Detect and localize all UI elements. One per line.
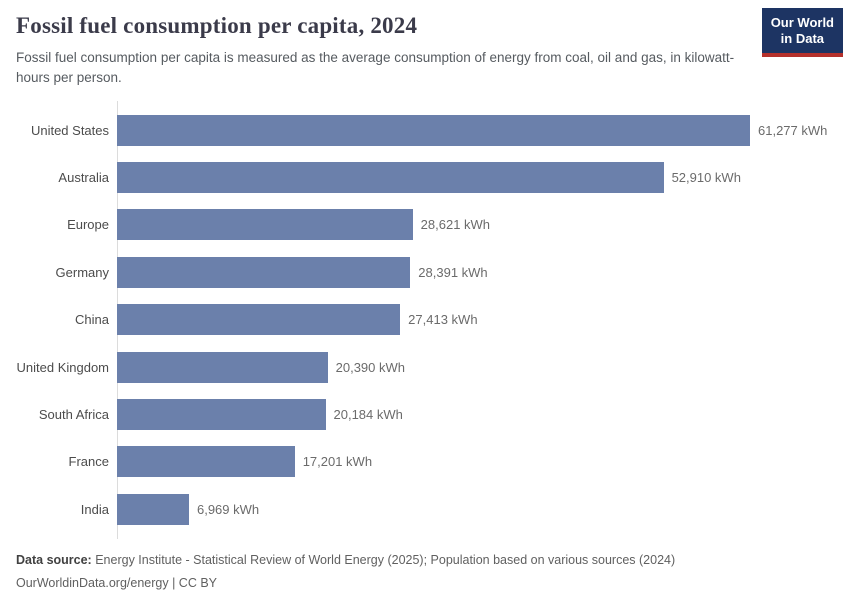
chart-row: United Kingdom 20,390 kWh <box>0 343 850 390</box>
bar-area: 28,391 kWh <box>117 256 850 288</box>
chart-row: Australia 52,910 kWh <box>0 154 850 201</box>
value-label: 61,277 kWh <box>758 122 828 138</box>
bar[interactable] <box>117 351 328 383</box>
chart-header: Fossil fuel consumption per capita, 2024… <box>0 0 850 89</box>
bar[interactable] <box>117 114 750 146</box>
value-label: 6,969 kWh <box>196 501 260 517</box>
bar-area: 6,969 kWh <box>117 493 850 525</box>
category-label: United States <box>30 122 109 138</box>
bar[interactable] <box>117 304 401 336</box>
value-label: 28,621 kWh <box>420 217 491 233</box>
value-label: 20,184 kWh <box>333 407 403 423</box>
value-label: 27,413 kWh <box>408 312 478 328</box>
license-link[interactable]: OurWorldinData.org/energy | CC BY <box>16 576 218 591</box>
source-text: Energy Institute - Statistical Review of… <box>91 553 676 568</box>
bar[interactable] <box>117 446 295 478</box>
page-title: Fossil fuel consumption per capita, 2024 <box>16 13 418 38</box>
chart-row: India 6,969 kWh <box>0 486 850 533</box>
bar[interactable] <box>117 162 664 194</box>
value-label: 20,390 kWh <box>335 359 405 375</box>
category-label: United Kingdom <box>16 359 110 375</box>
category-label: Australia <box>58 170 109 186</box>
source-label: Data source: <box>16 553 92 568</box>
bar-area: 61,277 kWh <box>117 114 850 146</box>
chart-row: France 17,201 kWh <box>0 438 850 485</box>
chart-footer: Data source: Energy Institute - Statisti… <box>0 539 850 595</box>
bar-area: 28,621 kWh <box>117 209 850 241</box>
bar-area: 20,184 kWh <box>117 399 850 431</box>
bar-area: 52,910 kWh <box>117 162 850 194</box>
chart-subtitle: Fossil fuel consumption per capita is me… <box>16 50 735 86</box>
chart-row: China 27,413 kWh <box>0 296 850 343</box>
bar[interactable] <box>117 256 411 288</box>
category-label: India <box>80 501 109 517</box>
bar-area: 20,390 kWh <box>117 351 850 383</box>
bar[interactable] <box>117 493 189 525</box>
bar-area: 17,201 kWh <box>117 446 850 478</box>
owid-logo[interactable]: Our World in Data <box>761 8 843 57</box>
value-label: 28,391 kWh <box>418 264 488 280</box>
value-label: 52,910 kWh <box>671 170 741 186</box>
category-label: Europe <box>67 217 109 233</box>
bar[interactable] <box>117 209 413 241</box>
owid-logo-line2: in Data <box>780 31 825 47</box>
bar-area: 27,413 kWh <box>117 304 850 336</box>
source-line: Data source: Energy Institute - Statisti… <box>16 549 834 572</box>
category-label: France <box>68 454 109 470</box>
bar[interactable] <box>117 399 326 431</box>
chart-row: South Africa 20,184 kWh <box>0 391 850 438</box>
chart-row: Europe 28,621 kWh <box>0 201 850 248</box>
category-label: Germany <box>55 264 109 280</box>
chart-row: Germany 28,391 kWh <box>0 249 850 296</box>
chart-row: United States 61,277 kWh <box>0 107 850 154</box>
owid-logo-line1: Our World <box>770 15 834 30</box>
category-label: China <box>75 312 109 328</box>
value-label: 17,201 kWh <box>302 454 373 470</box>
bar-chart: United States 61,277 kWh Australia 52,910 k… <box>0 100 850 540</box>
category-label: South Africa <box>38 407 109 423</box>
